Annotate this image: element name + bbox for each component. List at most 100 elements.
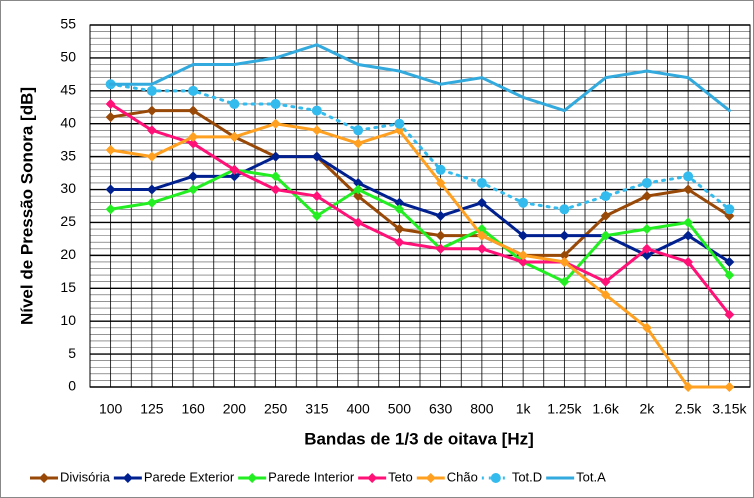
- x-tick-label: 800: [470, 401, 494, 417]
- marker: [559, 204, 570, 215]
- marker: [229, 171, 240, 182]
- series-line: [109, 82, 731, 211]
- legend-label: Parede Interior: [268, 469, 355, 484]
- marker: [353, 177, 364, 188]
- legend-label: Parede Exterior: [144, 469, 235, 484]
- x-tick-label: 2.5k: [675, 401, 702, 417]
- marker: [146, 125, 157, 136]
- marker: [229, 98, 240, 109]
- legend-marker: [122, 473, 133, 483]
- marker: [724, 204, 735, 215]
- marker: [518, 197, 529, 208]
- x-tick-label: 2k: [639, 401, 655, 417]
- marker: [188, 85, 199, 96]
- legend-item: Teto: [358, 469, 413, 484]
- marker: [353, 191, 364, 202]
- marker: [311, 105, 322, 116]
- marker: [435, 243, 446, 254]
- marker: [641, 177, 652, 188]
- marker: [683, 230, 694, 241]
- marker: [270, 184, 281, 195]
- y-tick-label: 40: [60, 114, 76, 130]
- legend-marker: [367, 473, 378, 483]
- marker: [394, 125, 405, 136]
- x-tick-label: 100: [99, 401, 123, 417]
- legend-item: Parede Exterior: [113, 469, 235, 484]
- marker: [188, 131, 199, 142]
- marker: [311, 125, 322, 136]
- marker: [188, 184, 199, 195]
- marker: [188, 138, 199, 149]
- marker: [188, 105, 199, 116]
- y-tick-label: 10: [60, 312, 76, 328]
- marker: [518, 256, 529, 267]
- legend-marker: [39, 473, 49, 483]
- marker: [600, 230, 611, 241]
- series: [105, 151, 735, 267]
- marker: [683, 217, 694, 228]
- marker: [353, 217, 364, 228]
- legend-marker: [247, 473, 258, 483]
- y-axis-label: Nível de Pressão Sonora [dB]: [17, 87, 36, 325]
- y-tick-label: 50: [60, 49, 76, 65]
- series: [105, 98, 735, 320]
- legend-item: Parede Interior: [238, 469, 355, 484]
- marker: [311, 210, 322, 221]
- marker: [683, 184, 694, 195]
- marker: [559, 276, 570, 287]
- series: [105, 118, 735, 392]
- marker: [435, 210, 446, 221]
- marker: [600, 191, 611, 202]
- legend-item: Tot.D: [481, 469, 542, 484]
- marker: [600, 289, 611, 300]
- marker: [724, 270, 735, 281]
- x-tick-label: 200: [223, 401, 247, 417]
- marker: [146, 151, 157, 162]
- marker: [518, 230, 529, 241]
- x-tick-label: 1k: [516, 401, 532, 417]
- marker: [724, 309, 735, 320]
- marker: [105, 145, 116, 156]
- series-line: [109, 43, 731, 113]
- marker: [146, 85, 157, 96]
- legend-label: Chão: [447, 469, 478, 484]
- marker: [724, 382, 735, 392]
- marker: [270, 151, 281, 162]
- marker: [641, 243, 652, 254]
- marker: [435, 164, 446, 175]
- marker: [394, 118, 405, 129]
- legend-label: Tot.A: [576, 469, 606, 484]
- marker: [724, 256, 735, 267]
- plot-border: [89, 24, 751, 388]
- marker: [559, 250, 570, 261]
- marker: [641, 191, 652, 202]
- x-axis-label: Bandas de 1/3 de oitava [Hz]: [304, 429, 534, 448]
- marker: [146, 184, 157, 195]
- y-tick-label: 30: [60, 180, 76, 196]
- marker: [353, 138, 364, 149]
- marker: [476, 197, 487, 208]
- marker: [559, 230, 570, 241]
- marker: [105, 204, 116, 215]
- series-line: [109, 109, 731, 257]
- marker: [394, 237, 405, 248]
- marker: [518, 250, 529, 261]
- marker: [394, 197, 405, 208]
- x-tick-label: 125: [140, 401, 164, 417]
- x-tick-label: 315: [305, 401, 329, 417]
- legend-marker: [425, 473, 436, 483]
- x-tick-label: 500: [388, 401, 412, 417]
- legend-label: Teto: [388, 469, 413, 484]
- y-tick-label: 55: [60, 16, 76, 32]
- legend-label: Tot.D: [512, 469, 542, 484]
- marker: [559, 256, 570, 267]
- marker: [270, 118, 281, 129]
- y-tick-label: 5: [68, 345, 76, 361]
- y-tick-label: 35: [60, 147, 76, 163]
- legend-label: Divisória: [60, 469, 111, 484]
- series-line: [109, 168, 731, 284]
- marker: [105, 184, 116, 195]
- marker: [311, 151, 322, 162]
- y-tick-label: 45: [60, 82, 76, 98]
